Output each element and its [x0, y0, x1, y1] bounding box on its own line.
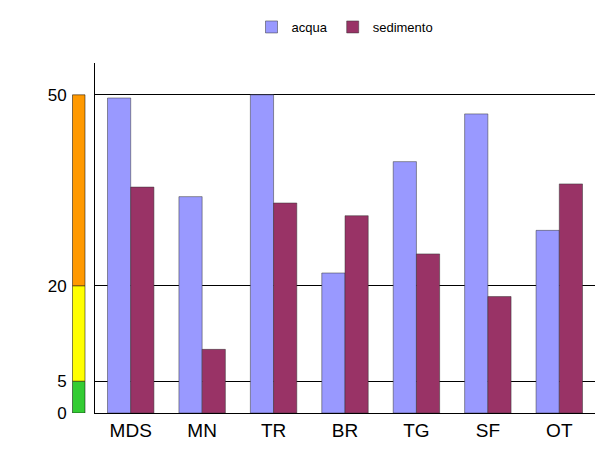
- svg-text:50: 50: [48, 86, 67, 105]
- svg-text:sedimento: sedimento: [373, 20, 433, 35]
- svg-text:acqua: acqua: [292, 20, 328, 35]
- svg-text:OT: OT: [546, 420, 573, 441]
- svg-text:0: 0: [57, 404, 66, 423]
- svg-text:TR: TR: [261, 420, 286, 441]
- svg-text:BR: BR: [332, 420, 358, 441]
- svg-text:MN: MN: [187, 420, 217, 441]
- svg-text:20: 20: [48, 277, 67, 296]
- svg-text:5: 5: [57, 372, 66, 391]
- svg-text:SF: SF: [476, 420, 500, 441]
- svg-text:TG: TG: [403, 420, 429, 441]
- svg-text:MDS: MDS: [110, 420, 152, 441]
